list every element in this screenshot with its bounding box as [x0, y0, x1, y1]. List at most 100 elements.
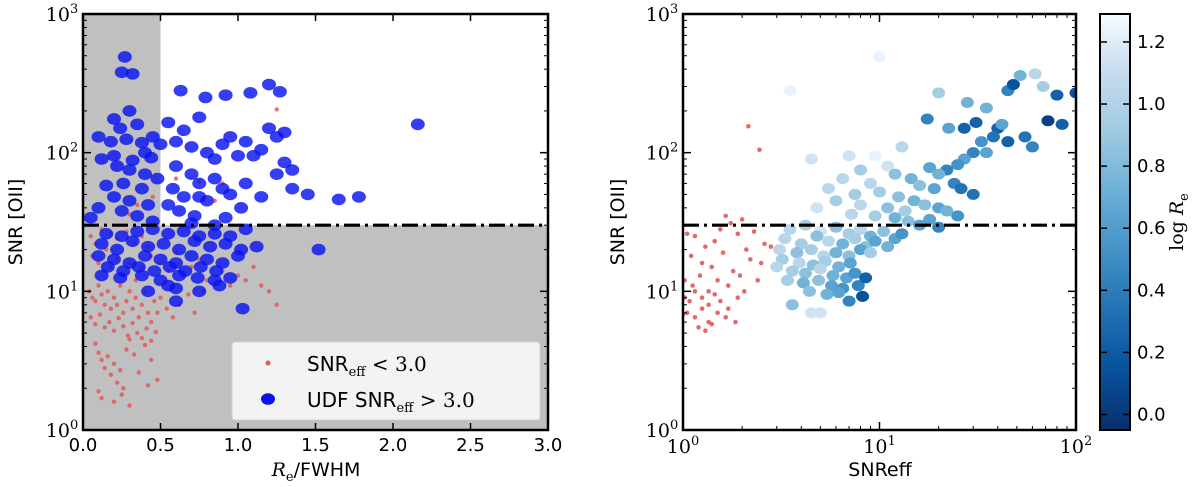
blue-point [134, 136, 149, 149]
red-point [762, 241, 767, 247]
colored-point [904, 173, 918, 185]
colored-point [820, 288, 834, 300]
red-point [746, 123, 751, 129]
blue-point [209, 265, 224, 277]
blue-point [100, 261, 115, 273]
red-point [135, 330, 140, 336]
blue-point [114, 205, 129, 217]
colored-point [979, 147, 993, 159]
colored-point [898, 205, 912, 217]
red-point [136, 315, 141, 320]
colored-point [773, 244, 787, 256]
colored-point [881, 241, 895, 253]
red-point [149, 338, 154, 343]
blue-point [300, 188, 315, 201]
colored-point [1028, 68, 1042, 80]
red-point [186, 292, 191, 297]
blue-point [176, 225, 191, 238]
red-point [93, 321, 98, 327]
red-point [108, 306, 114, 311]
colored-point [853, 164, 867, 176]
legend-red-label: SNReff < 3.0 [307, 352, 427, 380]
colored-point [868, 150, 882, 162]
colored-point [913, 179, 927, 191]
red-point [118, 283, 123, 288]
red-point [105, 354, 111, 359]
colored-point [848, 188, 862, 200]
red-point [706, 302, 711, 308]
blue-point [107, 191, 121, 203]
blue-point [114, 230, 129, 242]
blue-point [173, 84, 188, 97]
colorbar-tick-label: 0.4 [1137, 280, 1166, 301]
red-point [723, 213, 729, 219]
red-point [99, 357, 104, 363]
colored-point [1006, 79, 1020, 91]
red-point [99, 292, 104, 297]
blue-point [138, 168, 152, 180]
red-point [758, 260, 764, 266]
colored-point [1041, 115, 1055, 127]
colored-point [844, 208, 858, 220]
blue-point [119, 133, 134, 146]
colored-point [783, 85, 797, 97]
red-point [747, 257, 753, 262]
blue-point [223, 188, 238, 201]
blue-point [165, 182, 180, 195]
blue-point [113, 122, 128, 135]
red-point [116, 316, 121, 321]
red-point [692, 233, 698, 239]
red-point [741, 289, 747, 294]
colored-point [932, 87, 946, 99]
colored-point [785, 265, 799, 277]
blue-point [176, 191, 191, 203]
blue-point [83, 211, 98, 224]
colored-point [848, 233, 862, 245]
blue-point [141, 199, 156, 211]
blue-point [223, 272, 238, 284]
red-point [96, 350, 101, 356]
red-point [684, 310, 690, 316]
blue-point [238, 135, 253, 148]
colored-point [826, 270, 840, 282]
blue-point [277, 126, 292, 139]
red-point [699, 306, 705, 311]
colored-point [856, 290, 870, 302]
red-point [687, 298, 692, 304]
colored-point [859, 272, 873, 284]
red-point [121, 310, 126, 316]
red-point [706, 289, 711, 294]
blue-point [184, 168, 199, 180]
blue-point [223, 131, 238, 143]
blue-point [144, 151, 159, 164]
blue-point [212, 279, 227, 292]
colored-point [843, 257, 857, 269]
red-point [96, 260, 101, 266]
colored-point [829, 247, 843, 259]
red-point [111, 328, 117, 333]
colored-point [892, 191, 906, 203]
blue-point [277, 156, 292, 169]
colored-point [832, 261, 846, 273]
blue-point [272, 85, 287, 98]
red-point [118, 367, 123, 373]
blue-point [114, 66, 129, 79]
blue-point [193, 261, 208, 273]
blue-point [311, 243, 326, 256]
blue-point [94, 269, 109, 282]
colored-point [836, 238, 850, 250]
red-point [725, 306, 731, 311]
colored-point [923, 162, 937, 174]
blue-point [254, 191, 269, 203]
red-point [111, 361, 117, 367]
y-tick-label: 100 [646, 418, 678, 442]
red-point [93, 341, 98, 346]
colored-point [951, 159, 965, 171]
colored-point [836, 173, 850, 185]
blue-point [192, 111, 207, 124]
blue-point [269, 168, 284, 180]
x-tick-label: 2.0 [379, 435, 408, 456]
blue-point [169, 135, 183, 148]
blue-point [192, 285, 207, 298]
blue-point [125, 68, 140, 80]
